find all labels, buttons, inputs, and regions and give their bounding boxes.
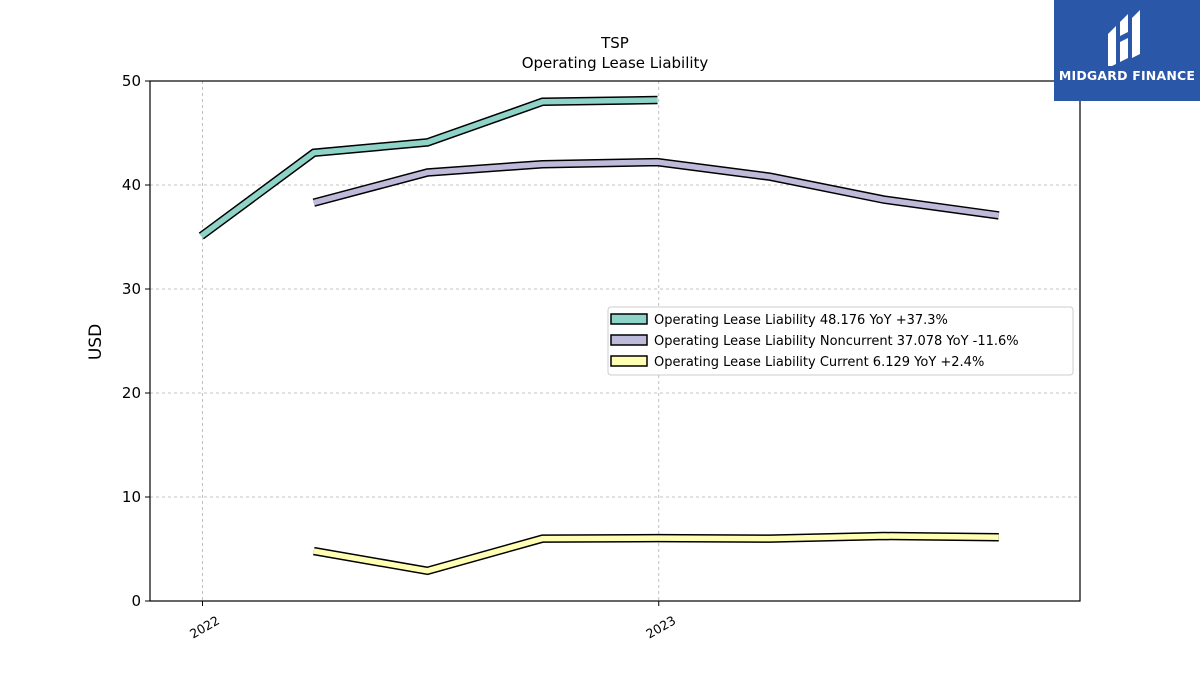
legend-swatch xyxy=(610,313,648,325)
x-tick-label: 2023 xyxy=(643,613,678,642)
y-tick-label: 10 xyxy=(122,488,141,506)
y-tick-label: 0 xyxy=(131,592,141,610)
legend-swatch xyxy=(610,334,648,346)
y-tick-label: 30 xyxy=(122,280,141,298)
series-outline-2 xyxy=(313,531,999,576)
x-tick-label: 2022 xyxy=(187,613,222,642)
legend-label: Operating Lease Liability Noncurrent 37.… xyxy=(654,334,1019,349)
series-line-0 xyxy=(199,97,658,239)
series-line-2 xyxy=(313,533,999,574)
legend-label: Operating Lease Liability Current 6.129 … xyxy=(654,355,984,370)
chart-title: TSP xyxy=(600,34,629,52)
midgard-logo-icon xyxy=(1108,10,1140,66)
y-tick-label: 50 xyxy=(122,72,141,90)
series-lines xyxy=(198,95,1000,576)
chart-subtitle: Operating Lease Liability xyxy=(522,54,709,72)
plot-frame xyxy=(149,80,1081,602)
series-line-1 xyxy=(313,159,1000,219)
midgard-finance-logo: MIDGARD FINANCE xyxy=(1054,0,1200,101)
legend: Operating Lease Liability 48.176 YoY +37… xyxy=(607,306,1074,376)
brand-name: MIDGARD FINANCE xyxy=(1058,68,1196,83)
legend-swatch xyxy=(610,355,648,367)
series-outline-1 xyxy=(312,157,1000,220)
axes: 0 10 20 30 40 50 2022 2023 xyxy=(122,72,678,642)
y-tick-label: 20 xyxy=(122,384,141,402)
series-outline-0 xyxy=(198,95,658,240)
legend-box xyxy=(607,306,1074,376)
y-axis-label: USD xyxy=(86,324,106,360)
legend-label: Operating Lease Liability 48.176 YoY +37… xyxy=(654,313,948,328)
y-tick-label: 40 xyxy=(122,176,141,194)
